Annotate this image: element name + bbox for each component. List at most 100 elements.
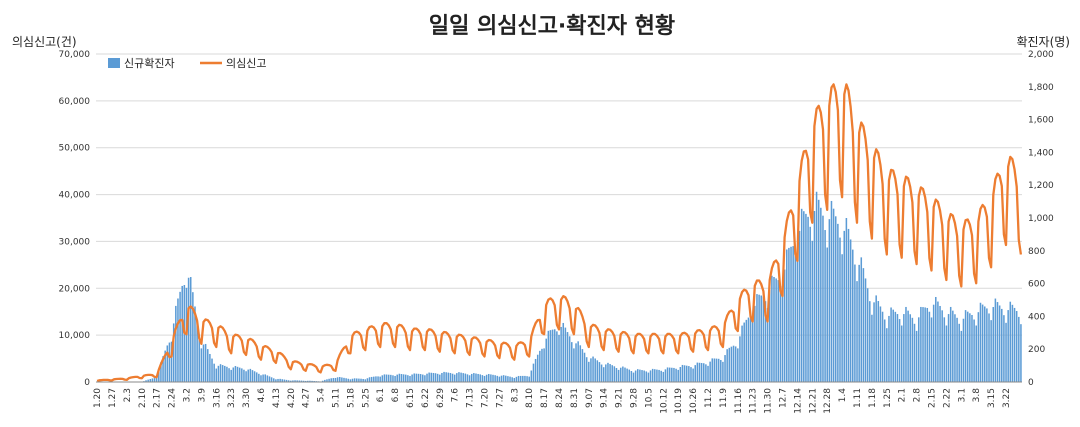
x-tick-label: 7.20 bbox=[480, 388, 490, 408]
y-left-tick-label: 40,000 bbox=[59, 191, 91, 201]
confirmed-bar bbox=[975, 325, 977, 382]
confirmed-bar bbox=[396, 374, 398, 382]
confirmed-bar bbox=[258, 373, 260, 382]
confirmed-bar bbox=[875, 295, 877, 382]
confirmed-bar bbox=[347, 378, 350, 382]
confirmed-bar bbox=[426, 373, 428, 382]
x-tick-label: 10.26 bbox=[689, 388, 699, 414]
confirmed-bar bbox=[956, 317, 958, 382]
confirmed-bar bbox=[873, 302, 875, 382]
confirmed-bar bbox=[326, 379, 328, 382]
confirmed-bar bbox=[164, 350, 166, 382]
x-tick-label: 11.16 bbox=[734, 388, 744, 414]
confirmed-bar bbox=[651, 368, 654, 382]
confirmed-bar bbox=[524, 375, 526, 382]
confirmed-bar bbox=[900, 325, 903, 382]
confirmed-bar bbox=[351, 378, 354, 382]
confirmed-bar bbox=[149, 379, 152, 382]
confirmed-bar bbox=[788, 247, 790, 382]
confirmed-bar bbox=[935, 296, 937, 382]
confirmed-bar bbox=[1020, 324, 1022, 382]
confirmed-bar bbox=[751, 321, 754, 382]
x-tick-label: 9.14 bbox=[600, 388, 610, 408]
confirmed-bar bbox=[522, 375, 524, 382]
confirmed-bar bbox=[962, 318, 965, 382]
confirmed-bar bbox=[624, 367, 626, 382]
confirmed-bar bbox=[698, 362, 701, 382]
confirmed-bar bbox=[658, 369, 660, 382]
confirmed-bar bbox=[837, 223, 839, 382]
confirmed-bar bbox=[202, 344, 205, 382]
confirmed-bar bbox=[622, 366, 624, 382]
confirmed-bar bbox=[517, 375, 520, 382]
confirmed-bar bbox=[590, 358, 592, 382]
confirmed-bar bbox=[807, 216, 809, 382]
confirmed-bar bbox=[683, 365, 686, 382]
confirmed-bar bbox=[530, 370, 533, 382]
confirmed-bar bbox=[249, 368, 252, 382]
confirmed-bar bbox=[628, 369, 631, 382]
confirmed-bar bbox=[790, 246, 792, 382]
confirmed-bar bbox=[1001, 308, 1003, 382]
confirmed-bar bbox=[966, 311, 969, 382]
confirmed-bar bbox=[764, 301, 767, 382]
confirmed-bar bbox=[809, 226, 811, 382]
y-right-axis-title: 확진자(명) bbox=[1016, 35, 1070, 49]
confirmed-bar bbox=[771, 275, 773, 382]
x-tick-label: 8.10 bbox=[525, 388, 535, 408]
confirmed-bar bbox=[707, 365, 709, 382]
confirmed-bar bbox=[428, 372, 430, 382]
confirmed-bar bbox=[551, 329, 554, 382]
confirmed-bar bbox=[219, 364, 222, 382]
confirmed-bar bbox=[198, 334, 201, 382]
confirmed-bar bbox=[924, 307, 926, 382]
confirmed-bar bbox=[862, 268, 865, 382]
confirmed-bar bbox=[700, 362, 703, 382]
x-tick-label: 1.27 bbox=[108, 388, 118, 408]
confirmed-bar bbox=[905, 306, 907, 382]
confirmed-bar bbox=[926, 307, 929, 382]
confirmed-bar bbox=[230, 369, 232, 382]
y-left-tick-label: 30,000 bbox=[59, 237, 91, 247]
confirmed-bar bbox=[151, 378, 154, 382]
confirmed-bar bbox=[602, 367, 605, 382]
confirmed-bar bbox=[598, 362, 601, 382]
confirmed-bar bbox=[221, 365, 224, 382]
confirmed-bar bbox=[779, 286, 782, 382]
confirmed-bar bbox=[928, 311, 931, 382]
confirmed-bar bbox=[536, 354, 539, 382]
confirmed-bar bbox=[845, 218, 848, 382]
confirmed-bar bbox=[692, 368, 694, 382]
confirmed-bar bbox=[685, 365, 688, 382]
y-left-tick-label: 10,000 bbox=[59, 331, 91, 341]
confirmed-bar bbox=[898, 319, 901, 382]
confirmed-bar bbox=[241, 368, 243, 382]
confirmed-bar bbox=[292, 380, 294, 382]
confirmed-bar bbox=[639, 369, 641, 382]
confirmed-bar bbox=[349, 379, 352, 382]
confirmed-bar bbox=[786, 249, 788, 382]
confirmed-bar bbox=[998, 305, 1001, 382]
confirmed-bar bbox=[443, 371, 445, 382]
x-tick-label: 11.9 bbox=[719, 388, 729, 408]
confirmed-bar bbox=[368, 377, 371, 382]
confirmed-bar bbox=[402, 374, 405, 382]
confirmed-bar bbox=[162, 356, 164, 382]
x-tick-label: 8.17 bbox=[540, 388, 550, 408]
x-tick-label: 7.6 bbox=[451, 388, 461, 403]
confirmed-bar bbox=[177, 298, 179, 382]
confirmed-bar bbox=[424, 375, 426, 382]
confirmed-bar bbox=[666, 367, 669, 382]
confirmed-bar bbox=[805, 213, 807, 382]
confirmed-bar bbox=[971, 314, 973, 382]
confirmed-bar bbox=[992, 307, 995, 382]
confirmed-bar bbox=[430, 372, 433, 382]
confirmed-bar bbox=[153, 378, 156, 382]
confirmed-bar bbox=[626, 368, 628, 382]
confirmed-bar bbox=[324, 379, 326, 382]
confirmed-bar bbox=[155, 377, 158, 382]
confirmed-bar bbox=[577, 341, 579, 382]
y-right-tick-label: 1,400 bbox=[1028, 148, 1054, 158]
confirmed-bar bbox=[251, 370, 254, 382]
confirmed-bar bbox=[387, 374, 390, 382]
